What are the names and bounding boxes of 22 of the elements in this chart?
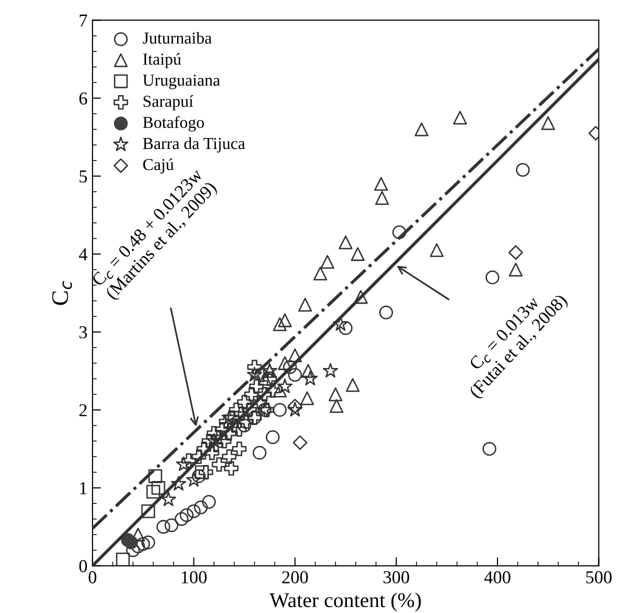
- x-tick-label: 400: [484, 571, 510, 584]
- y-axis-title: C$_{c}$: [52, 281, 72, 305]
- x-tick-label: 100: [182, 571, 207, 584]
- legend-label: Juturnaiba: [142, 32, 212, 44]
- y-tick-label: 6: [79, 92, 88, 105]
- x-tick-label: 300: [384, 571, 410, 584]
- y-tick-label: 5: [80, 170, 87, 183]
- x-tick-label: 200: [282, 571, 308, 584]
- legend-label: Botafogo: [142, 116, 204, 132]
- y-tick-label: 7: [80, 14, 88, 26]
- legend-label: Uruguaiana: [142, 74, 220, 90]
- legend-label: Itaipú: [143, 53, 182, 68]
- legend-label: Barra da Tijuca: [142, 137, 246, 153]
- x-tick-label: 0: [88, 571, 96, 584]
- y-tick-label: 2: [79, 404, 87, 416]
- x-axis-title: Water content (%): [270, 592, 421, 612]
- y-tick-label: 0: [79, 560, 87, 572]
- y-tick-label: 3: [79, 326, 87, 338]
- x-tick-label: 500: [586, 571, 612, 584]
- y-tick-label: 4: [78, 248, 88, 260]
- y-tick-label: 1: [80, 482, 87, 494]
- legend-label: Sarapuí: [144, 95, 194, 110]
